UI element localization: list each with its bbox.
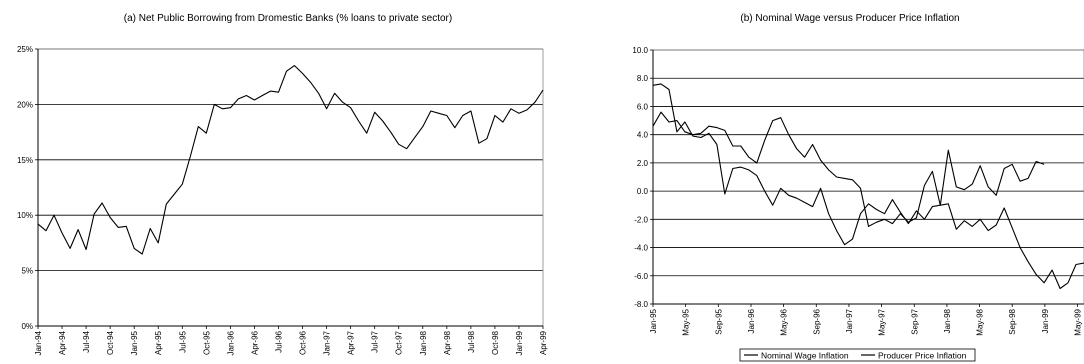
chart-b-legend: Nominal Wage Inflation Producer Price Inf…: [739, 348, 976, 362]
chart-b-series-line-2: [652, 111, 1084, 290]
chart-b-xtick-label: Jan-96: [747, 308, 756, 333]
chart-a-ytick-label: 0%: [21, 322, 33, 331]
chart-a-ytick-label: 15%: [17, 156, 33, 165]
chart-b-xtick-label: May-98: [976, 308, 985, 335]
chart-a-ytick-label: 5%: [21, 267, 33, 276]
chart-b-ytick-label: -4.0: [634, 244, 648, 253]
chart-a-series-line-1: [37, 65, 544, 255]
chart-a-xtick-label: Jan-96: [226, 330, 235, 355]
chart-a-ytick-label: 25%: [17, 45, 33, 54]
chart-b-xtick-label: May-97: [878, 308, 887, 335]
chart-b-xtick-label: Jan-95: [649, 308, 658, 333]
chart-b-xtick-label: Sep-97: [910, 308, 919, 334]
chart-b: -8.0 -6.0 -4.0 -2.0 0.0 2.0 4.0 6.0 8.0 10.0 Jan-9…: [632, 46, 1084, 336]
chart-a-xtick-label: Jan-97: [323, 330, 332, 355]
chart-a-xtick-label: Jul-95: [178, 330, 187, 352]
chart-b-xtick-label: Sep-95: [714, 308, 723, 334]
chart-b-xtick-label: Jan-99: [1041, 308, 1050, 333]
chart-a-xtick-label: Oct-95: [202, 330, 211, 355]
chart-b-xtick-label: May-95: [682, 308, 691, 335]
chart-b-legend-label-1: Nominal Wage Inflation: [761, 351, 849, 361]
chart-a-plot-area: [37, 48, 544, 327]
chart-a-xtick-label: Oct-94: [106, 330, 115, 355]
chart-a-xtick-label: Oct-96: [299, 330, 308, 355]
chart-b-plot-area: [652, 49, 1084, 305]
chart-b-ytick-label: -2.0: [634, 215, 648, 224]
chart-a-xtick-label: Jul-94: [82, 330, 91, 352]
chart-a-xtick-label: Apr-99: [539, 330, 548, 355]
chart-a-xtick-label: Oct-97: [395, 330, 404, 355]
chart-a-xtick-label: Jan-98: [419, 330, 428, 355]
chart-a-xtick-label: Jul-96: [274, 330, 283, 352]
chart-a-xtick-label: Apr-97: [347, 330, 356, 355]
chart-a-xtick-label: Jul-98: [467, 330, 476, 352]
chart-b-xtick-label: May-96: [780, 308, 789, 335]
chart-b-ytick-label: 10.0: [632, 46, 648, 55]
chart-a-ytick-label: 20%: [17, 100, 33, 109]
chart-b-ytick-label: 0.0: [637, 187, 649, 196]
chart-a-xtick-label: Apr-94: [58, 330, 67, 355]
chart-b-ytick-label: 4.0: [637, 131, 649, 140]
chart-b-legend-label-2: Producer Price Inflation: [878, 351, 967, 361]
chart-b-xtick-label: May-99: [1074, 308, 1083, 335]
chart-a-xtick-label: Oct-98: [491, 330, 500, 355]
chart-b-xtick-label: Sep-96: [812, 308, 821, 334]
chart-b-legend-box: [739, 348, 976, 362]
chart-a-xtick-label: Apr-96: [250, 330, 259, 355]
chart-b-ytick-label: 6.0: [637, 102, 649, 111]
chart-b-ytick-label: -6.0: [634, 272, 648, 281]
chart-b-xtick-label: Jan-98: [943, 308, 952, 333]
chart-b-xtick-label: Jan-97: [845, 308, 854, 333]
chart-a-ytick-label: 10%: [17, 211, 33, 220]
chart-a-xtick-label: Apr-98: [443, 330, 452, 355]
chart-b-xtick-label: Sep-98: [1008, 308, 1017, 334]
chart-a-xtick-label: Jan-99: [515, 330, 524, 355]
chart-b-title: (b) Nominal Wage versus Producer Price I…: [740, 13, 959, 24]
chart-b-series-line-1: [652, 83, 1045, 246]
chart-a-xtick-label: Jan-94: [34, 330, 43, 355]
chart-b-ytick-label: -8.0: [634, 300, 648, 309]
chart-a-xtick-label: Jan-95: [130, 330, 139, 355]
chart-a-xtick-label: Jul-97: [371, 330, 380, 352]
chart-b-ytick-label: 8.0: [637, 74, 649, 83]
chart-b-ytick-label: 2.0: [637, 159, 649, 168]
chart-a-xtick-label: Apr-95: [154, 330, 163, 355]
chart-a: 0% 5% 10% 15% 20% 25% Jan-94 Apr-94 Jul-94 Oct-94…: [17, 45, 548, 355]
chart-a-title: (a) Net Public Borrowing from Dromestic …: [124, 13, 452, 24]
